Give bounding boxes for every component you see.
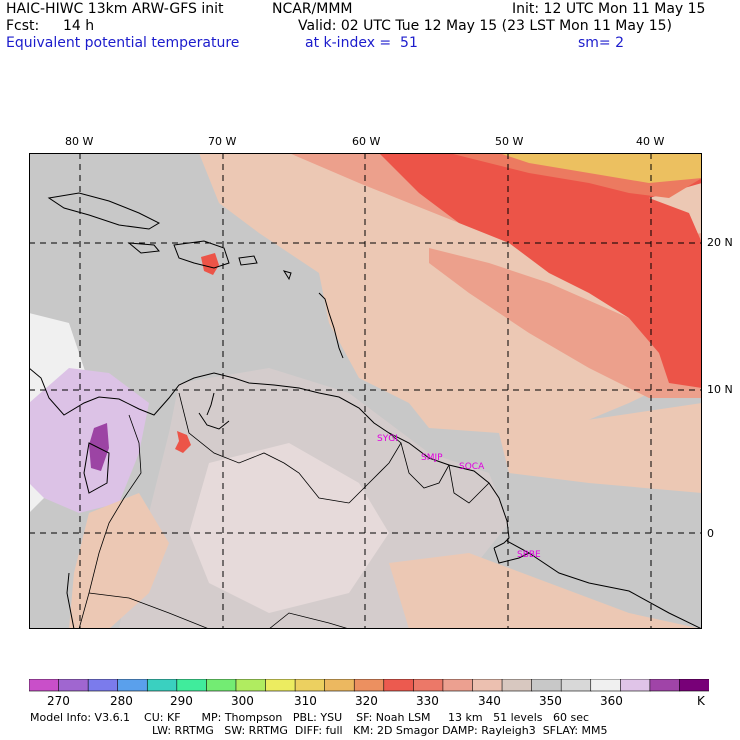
lat-label-0: 0	[707, 527, 714, 540]
theta-e-365-west	[29, 368, 149, 513]
colorbar-swatch	[560, 679, 592, 692]
colorbar-label-270: 270	[47, 694, 70, 708]
lon-label-50w: 50 W	[495, 135, 524, 148]
model-info-line-1: Model Info: V3.6.1 CU: KF MP: Thompson P…	[30, 711, 590, 724]
theta-e-370-west	[89, 423, 109, 471]
graticule	[29, 153, 702, 629]
init-time: Init: 12 UTC Mon 11 May 15	[512, 1, 706, 17]
theta-e-330-band	[379, 153, 702, 388]
valid-time: Valid: 02 UTC Tue 12 May 15 (23 LST Mon …	[298, 18, 672, 34]
station-label-soca: SOCA	[459, 462, 485, 472]
colorbar-swatch	[29, 679, 60, 692]
map-frame	[29, 153, 702, 629]
lat-label-20n: 20 N	[707, 236, 733, 249]
colorbar	[29, 679, 709, 692]
theta-e-335-north	[289, 153, 702, 323]
land-interior-light	[189, 443, 389, 613]
colorbar-swatch	[531, 679, 562, 692]
colorbar-swatch	[649, 679, 681, 692]
colorbar-swatch	[235, 679, 267, 692]
colorbar-swatch	[265, 679, 296, 692]
colorbar-unit: K	[697, 694, 705, 708]
colorbar-swatch	[176, 679, 208, 692]
colorbar-label-310: 310	[294, 694, 317, 708]
land-warm-patches-south	[389, 553, 702, 629]
colorbar-label-330: 330	[416, 694, 439, 708]
colorbar-swatch	[619, 679, 651, 692]
model-info-line-2: LW: RRTMG SW: RRTMG DIFF: full KM: 2D Sm…	[152, 724, 608, 737]
colorbar-swatch	[353, 679, 385, 692]
colorbar-swatch	[383, 679, 415, 692]
model-title: HAIC-HIWC 13km ARW-GFS init	[6, 1, 224, 17]
colorbar-swatch	[472, 679, 503, 692]
colorbar-swatch	[58, 679, 89, 692]
colorbar-label-360: 360	[600, 694, 623, 708]
land-warm-patches	[69, 493, 169, 629]
theta-e-340-east-region	[499, 403, 702, 493]
country-borders	[78, 392, 490, 629]
lon-label-80w: 80 W	[65, 135, 94, 148]
hispaniola-hot-spot	[201, 253, 219, 275]
theta-e-335-band	[429, 248, 702, 398]
smoothing-value: sm= 2	[578, 35, 625, 51]
colorbar-swatch	[501, 679, 533, 692]
station-label-sygi: SYGI	[377, 434, 398, 444]
colorbar-swatch	[442, 679, 474, 692]
colorbar-swatch	[87, 679, 119, 692]
colorbar-swatch	[590, 679, 622, 692]
colorbar-label-290: 290	[170, 694, 193, 708]
colorbar-label-350: 350	[539, 694, 562, 708]
station-label-sbbe: SBBE	[517, 550, 541, 560]
colorbar-label-340: 340	[478, 694, 501, 708]
andes-hot-spot	[175, 431, 191, 453]
forecast-hours: 14 h	[63, 18, 95, 34]
field-name: Equivalent potential temperature	[6, 35, 240, 51]
organization: NCAR/MMM	[272, 1, 353, 17]
colorbar-swatch	[324, 679, 356, 692]
lon-label-60w: 60 W	[352, 135, 381, 148]
colorbar-swatch	[413, 679, 444, 692]
level-index: at k-index = 51	[305, 35, 418, 51]
map-panel: SYGI SMJP SOCA SBBE	[29, 153, 702, 629]
colorbar-label-320: 320	[355, 694, 378, 708]
colorbar-label-300: 300	[231, 694, 254, 708]
lon-label-70w: 70 W	[208, 135, 237, 148]
colorbar-swatch	[206, 679, 237, 692]
colorbar-label-280: 280	[110, 694, 133, 708]
colorbar-swatch	[679, 679, 709, 692]
station-label-smjp: SMJP	[421, 453, 443, 463]
colorbar-swatch	[146, 679, 178, 692]
colorbar-swatch	[294, 679, 326, 692]
coastlines	[29, 192, 702, 629]
forecast-label: Fcst:	[6, 18, 40, 34]
colorbar-swatch	[117, 679, 149, 692]
lat-label-10n: 10 N	[707, 383, 733, 396]
lon-label-40w: 40 W	[636, 135, 665, 148]
